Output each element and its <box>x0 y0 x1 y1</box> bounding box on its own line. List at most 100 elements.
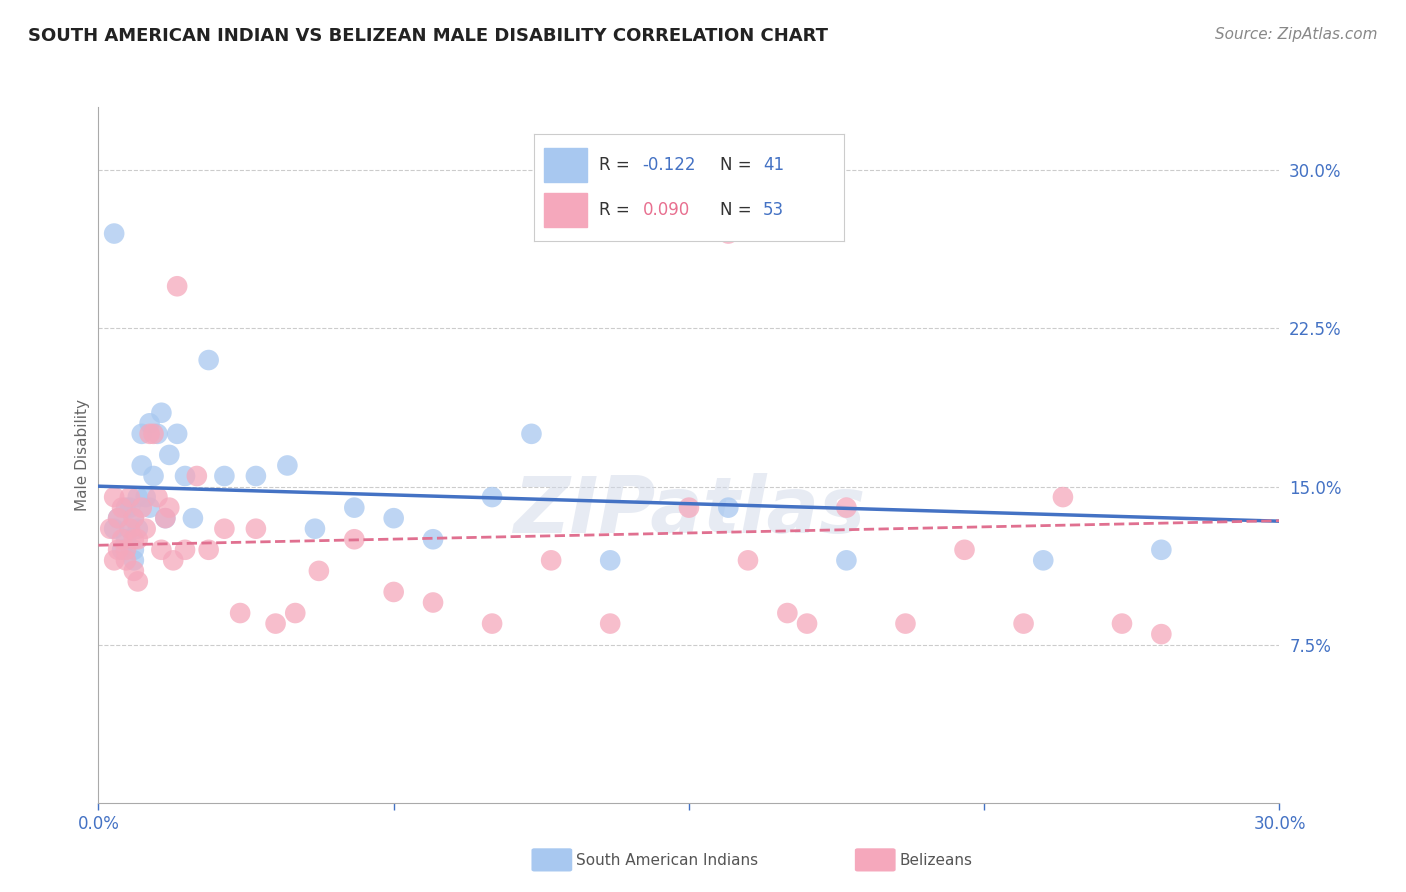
Point <box>127 522 149 536</box>
Point <box>122 511 145 525</box>
Point <box>103 522 125 536</box>
Point <box>197 353 219 368</box>
Point <box>107 511 129 525</box>
Point <box>118 522 141 536</box>
Text: N =: N = <box>720 201 756 219</box>
Point <box>245 469 267 483</box>
Point <box>382 511 405 525</box>
Point <box>138 417 160 431</box>
Point <box>422 533 444 547</box>
Point <box>264 616 287 631</box>
Bar <box>544 193 586 227</box>
Point <box>150 406 173 420</box>
Point <box>98 522 121 536</box>
Point <box>835 553 858 567</box>
Text: 41: 41 <box>763 156 785 174</box>
Point <box>1111 616 1133 631</box>
Point <box>122 511 145 525</box>
Text: R =: R = <box>599 156 636 174</box>
Point <box>138 500 160 515</box>
Text: R =: R = <box>599 201 636 219</box>
Point <box>135 522 157 536</box>
Point <box>118 522 141 536</box>
Text: Source: ZipAtlas.com: Source: ZipAtlas.com <box>1215 27 1378 42</box>
Point <box>107 511 129 525</box>
Point <box>1150 627 1173 641</box>
Point <box>540 553 562 567</box>
Point <box>135 490 157 504</box>
Point <box>122 533 145 547</box>
Point <box>284 606 307 620</box>
Y-axis label: Male Disability: Male Disability <box>75 399 90 511</box>
Point <box>150 542 173 557</box>
Point <box>103 227 125 241</box>
Point <box>103 553 125 567</box>
Point <box>107 542 129 557</box>
Text: ZIPatlas: ZIPatlas <box>513 473 865 549</box>
Point <box>1052 490 1074 504</box>
Point <box>308 564 330 578</box>
Point <box>118 500 141 515</box>
Point <box>174 469 197 483</box>
Point <box>162 553 184 567</box>
Point <box>214 522 236 536</box>
Point <box>131 458 153 473</box>
Point <box>155 511 177 525</box>
Point <box>245 522 267 536</box>
Point <box>166 279 188 293</box>
Point <box>481 616 503 631</box>
Point <box>214 469 236 483</box>
Point <box>142 426 165 441</box>
Point <box>737 553 759 567</box>
Point <box>343 533 366 547</box>
Point <box>118 490 141 504</box>
Point <box>276 458 298 473</box>
Point <box>343 500 366 515</box>
Point <box>111 542 134 557</box>
Point <box>127 490 149 504</box>
Point <box>678 500 700 515</box>
Point <box>115 542 138 557</box>
Point <box>520 426 543 441</box>
Point <box>1012 616 1035 631</box>
Point <box>131 426 153 441</box>
Text: South American Indians: South American Indians <box>576 854 759 868</box>
Point <box>1150 542 1173 557</box>
Point <box>146 426 169 441</box>
Point <box>894 616 917 631</box>
Point <box>181 511 204 525</box>
Point <box>131 500 153 515</box>
Point <box>599 616 621 631</box>
Point <box>835 500 858 515</box>
Point <box>186 469 208 483</box>
Point <box>122 564 145 578</box>
Point <box>229 606 252 620</box>
Text: N =: N = <box>720 156 756 174</box>
Text: Belizeans: Belizeans <box>900 854 973 868</box>
Text: 0.090: 0.090 <box>643 201 690 219</box>
Point <box>1032 553 1054 567</box>
Point <box>115 500 138 515</box>
Point <box>166 426 188 441</box>
Point <box>197 542 219 557</box>
Point <box>127 533 149 547</box>
Text: -0.122: -0.122 <box>643 156 696 174</box>
Point <box>953 542 976 557</box>
Point <box>115 533 138 547</box>
Point <box>157 500 180 515</box>
Point <box>127 574 149 589</box>
Point <box>157 448 180 462</box>
Point <box>138 426 160 441</box>
Point <box>717 500 740 515</box>
Text: 53: 53 <box>763 201 785 219</box>
Point <box>146 490 169 504</box>
Point <box>142 469 165 483</box>
Point <box>174 542 197 557</box>
Point <box>717 227 740 241</box>
Point <box>155 511 177 525</box>
Point <box>422 595 444 609</box>
Point <box>304 522 326 536</box>
Bar <box>544 148 586 182</box>
Point <box>796 616 818 631</box>
Point <box>103 490 125 504</box>
